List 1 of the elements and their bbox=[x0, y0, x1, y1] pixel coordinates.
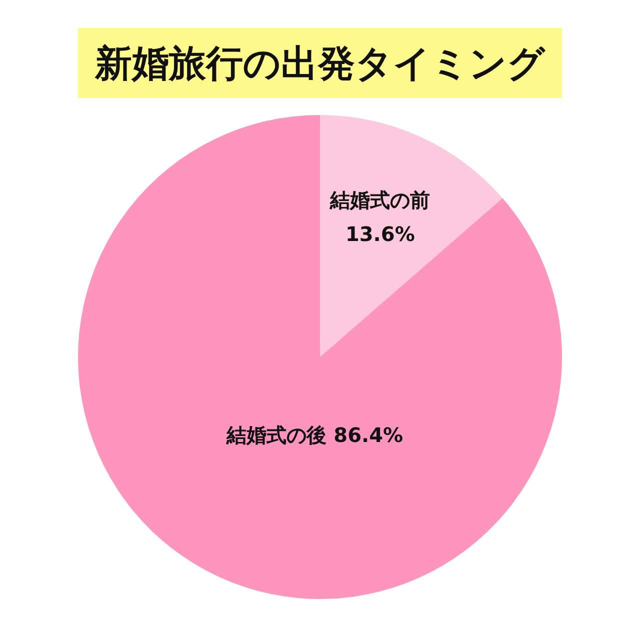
chart-title: 新婚旅行の出発タイミング bbox=[94, 42, 546, 85]
